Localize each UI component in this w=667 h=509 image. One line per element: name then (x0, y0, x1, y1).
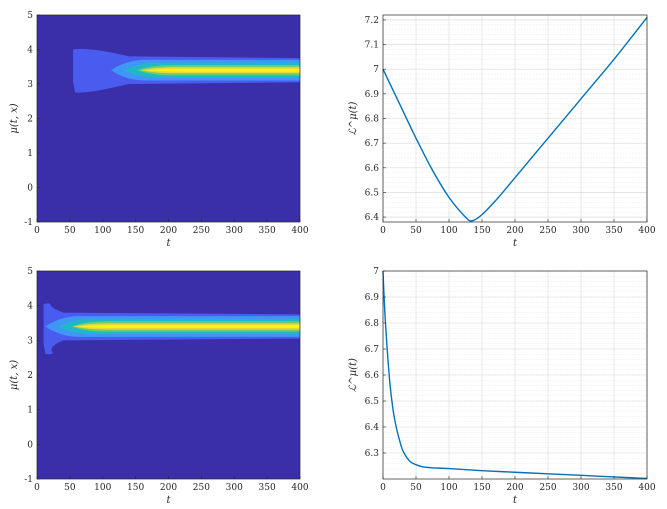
y-tick-label: 6.4 (365, 423, 380, 433)
y-tick-label: 7.2 (365, 16, 379, 26)
y-tick-label: 7 (373, 267, 379, 277)
y-tick-label: 6.5 (365, 188, 380, 198)
y-tick-label: 7 (373, 65, 379, 75)
x-axis-label: t (166, 495, 171, 506)
x-axis-label: t (166, 238, 171, 249)
x-tick-label: 350 (259, 483, 276, 493)
y-tick-label: 6.8 (365, 115, 380, 125)
x-tick-label: 250 (539, 226, 556, 236)
x-tick-label: 250 (193, 226, 210, 236)
y-tick-label: 6.9 (365, 293, 380, 303)
contour-background (37, 271, 300, 479)
y-tick-label: 2 (27, 371, 33, 381)
series-line (382, 270, 648, 480)
y-tick-label: 1 (27, 406, 33, 416)
x-tick-label: 300 (572, 483, 589, 493)
y-axis-label: ℒ^μ(t) (348, 358, 359, 392)
y-tick-label: 0 (27, 440, 33, 450)
y-tick-label: -1 (24, 218, 33, 228)
y-tick-label: 0 (27, 184, 33, 194)
x-tick-label: 300 (226, 226, 243, 236)
y-axis-label: ℒ^μ(t) (348, 101, 359, 135)
x-tick-label: 350 (259, 226, 276, 236)
x-tick-label: 250 (193, 483, 210, 493)
y-tick-label: 1 (27, 149, 33, 159)
x-tick-label: 150 (127, 226, 144, 236)
x-tick-label: 100 (94, 226, 111, 236)
x-tick-label: 100 (440, 226, 457, 236)
x-tick-label: 50 (410, 226, 422, 236)
y-tick-label: 5 (27, 11, 33, 21)
y-tick-label: 6.6 (365, 164, 380, 174)
y-tick-label: 3 (27, 80, 33, 90)
y-tick-label: 6.7 (365, 139, 380, 149)
x-axis-label: t (513, 495, 518, 506)
y-tick-label: 6.5 (365, 397, 380, 407)
x-tick-label: 150 (127, 483, 144, 493)
y-tick-label: 6.8 (365, 319, 380, 329)
y-tick-label: 4 (27, 46, 33, 56)
contour-background (37, 15, 300, 222)
y-tick-label: 6.6 (365, 371, 380, 381)
y-tick-label: -1 (24, 475, 33, 485)
x-tick-label: 50 (64, 483, 76, 493)
y-axis-label: μ(t, x) (9, 103, 20, 133)
y-tick-label: 4 (27, 302, 33, 312)
y-tick-label: 2 (27, 115, 33, 125)
panel-top-right: 0 50 100 150 200 250 300 350 400 6.4 6.5 6.6 6.7 6.8 6… (348, 14, 656, 249)
x-tick-label: 350 (605, 226, 622, 236)
x-tick-label: 400 (291, 226, 308, 236)
contour-level-6 (78, 325, 301, 328)
x-tick-label: 200 (160, 483, 177, 493)
y-tick-label: 3 (27, 336, 33, 346)
x-tick-label: 200 (506, 226, 523, 236)
y-tick-label: 5 (27, 267, 33, 277)
x-tick-label: 250 (539, 483, 556, 493)
y-tick-label: 6.4 (365, 213, 380, 223)
x-tick-label: 400 (291, 483, 308, 493)
x-tick-label: 200 (160, 226, 177, 236)
x-tick-label: 350 (605, 483, 622, 493)
y-tick-label: 6.9 (365, 90, 380, 100)
x-tick-label: 50 (410, 483, 422, 493)
x-tick-label: 100 (94, 483, 111, 493)
series-line (382, 17, 648, 222)
x-tick-label: 150 (473, 226, 490, 236)
x-tick-label: 300 (572, 226, 589, 236)
x-tick-label: 50 (64, 226, 76, 236)
x-tick-label: 200 (506, 483, 523, 493)
y-axis-label: μ(t, x) (9, 360, 20, 390)
x-tick-label: 0 (380, 483, 386, 493)
x-tick-label: 0 (34, 483, 40, 493)
x-tick-label: 150 (473, 483, 490, 493)
x-tick-label: 400 (638, 483, 655, 493)
x-tick-label: 0 (380, 226, 386, 236)
x-tick-label: 300 (226, 483, 243, 493)
x-tick-label: 100 (440, 483, 457, 493)
x-tick-label: 0 (34, 226, 40, 236)
y-tick-label: 6.3 (365, 449, 380, 459)
y-tick-label: 7.1 (365, 41, 379, 51)
x-axis-label: t (513, 238, 518, 249)
x-tick-label: 400 (638, 226, 655, 236)
panel-bottom-right: 0 50 100 150 200 250 300 350 400 6.3 6.4 6.5 6.6 6.7 6… (348, 267, 656, 506)
y-tick-label: 6.7 (365, 345, 380, 355)
contour-level-6 (147, 68, 300, 72)
